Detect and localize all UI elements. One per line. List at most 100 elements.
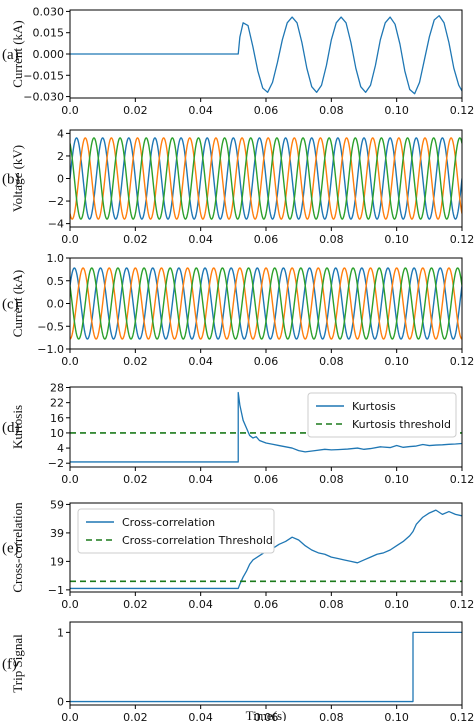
x-tick-label: 0.02: [123, 711, 148, 721]
panel-tag: (d): [2, 420, 20, 436]
y-tick-label: −1.0: [37, 343, 64, 356]
x-tick-label: 0.10: [384, 355, 409, 368]
x-tick-label: 0.06: [254, 598, 279, 611]
y-tick-label: 28: [50, 382, 64, 395]
x-tick-label: 0.10: [384, 233, 409, 246]
y-tick-label: 39: [50, 527, 64, 540]
panel-tag: (f): [2, 657, 17, 673]
plot-area: [70, 509, 462, 590]
y-tick-label: −4: [48, 218, 64, 231]
x-tick-label: 0.0: [61, 355, 79, 368]
x-tick-label: 0.10: [384, 598, 409, 611]
x-tick-label: 0.04: [188, 598, 213, 611]
x-tick-label: 0.06: [254, 104, 279, 117]
panel-5: 0.0 0.02 0.04 0.06 0.08 0.10 0.12 −1 19 39 59 Cross…: [2, 498, 474, 611]
x-tick-label: 0.04: [188, 473, 213, 486]
x-tick-label: 0.08: [319, 104, 344, 117]
phase-line-2: [70, 267, 462, 340]
phase-line-1: [70, 137, 462, 220]
y-tick-label: 0.000: [33, 48, 65, 61]
y-tick-label: 10: [50, 427, 64, 440]
series-line-1: [70, 15, 462, 95]
y-axis-label: Current (kA): [10, 270, 25, 338]
legend-label: Cross-correlation: [122, 516, 215, 529]
y-tick-label: −0.5: [37, 320, 64, 333]
y-tick-label: −2: [48, 195, 64, 208]
x-tick-label: 0.02: [123, 355, 148, 368]
x-tick-label: 0.04: [188, 711, 213, 721]
legend-label: Cross-correlation Threshold: [122, 534, 273, 547]
legend-label: Kurtosis: [352, 400, 396, 413]
x-tick-label: 0.02: [123, 104, 148, 117]
plot-area: [70, 267, 462, 340]
x-tick-label: 0.02: [123, 473, 148, 486]
y-tick-label: 1: [57, 626, 64, 639]
y-tick-label: 0.030: [33, 5, 65, 18]
panel-4: 0.0 0.02 0.04 0.06 0.08 0.10 0.12 −2 4 10 16 22 28 Ku…: [2, 382, 474, 486]
x-tick-label: 0.12: [450, 104, 474, 117]
x-tick-label: 0.06: [254, 233, 279, 246]
panel-6: 0.0 0.02 0.04 0.06 0.08 0.10 0.12 0 1 Trip Signal…: [2, 621, 474, 721]
legend: Kurtosis Kurtosis threshold: [307, 392, 457, 438]
x-tick-label: 0.10: [384, 104, 409, 117]
legend-box: [77, 508, 275, 554]
x-tick-label: 0.0: [61, 711, 79, 721]
legend-box: [307, 392, 457, 438]
x-tick-label: 0.04: [188, 104, 213, 117]
x-tick-label: 0.08: [319, 711, 344, 721]
x-tick-label: 0.06: [254, 355, 279, 368]
y-tick-label: 0.015: [33, 27, 65, 40]
y-tick-label: 1.0: [47, 252, 65, 265]
y-tick-label: −0.015: [23, 69, 64, 82]
x-tick-label: 0.08: [319, 355, 344, 368]
series-line-1: [70, 509, 462, 590]
phase-line-3: [70, 267, 462, 340]
y-axis-label: Current (kA): [10, 20, 25, 88]
x-tick-label: 0.08: [319, 598, 344, 611]
axes-frame: [69, 621, 463, 706]
x-tick-label: 0.02: [123, 233, 148, 246]
x-tick-label: 0.04: [188, 233, 213, 246]
y-tick-label: −1: [48, 584, 64, 597]
series-line-1: [70, 631, 462, 703]
panel-tag: (b): [2, 172, 20, 188]
x-tick-label: 0.0: [61, 473, 79, 486]
y-axis-label: Voltage (kV): [10, 145, 25, 212]
y-tick-label: 2: [57, 150, 64, 163]
panel-tag: (a): [2, 47, 19, 63]
phase-line-2: [70, 137, 462, 220]
x-tick-label: 0.08: [319, 473, 344, 486]
panel-tag: (c): [2, 297, 19, 313]
y-axis-label: Kurtosis: [10, 405, 25, 449]
panel-2: 0.0 0.02 0.04 0.06 0.08 0.10 0.12 −4 −2 0 2 4 Voltag…: [2, 127, 474, 246]
y-tick-label: 16: [50, 412, 64, 425]
x-tick-label: 0.08: [319, 233, 344, 246]
y-tick-label: 22: [50, 397, 64, 410]
plot-area: [70, 631, 462, 703]
x-tick-label: 0.10: [384, 473, 409, 486]
panel-1: 0.0 0.02 0.04 0.06 0.08 0.10 0.12 −0.030 −0.015 0…: [2, 5, 474, 117]
y-axis-label: Trip Signal: [10, 634, 25, 693]
legend: Cross-correlation Cross-correlation Thres…: [77, 508, 275, 554]
x-tick-label: 0.10: [384, 711, 409, 721]
y-tick-label: 4: [57, 127, 64, 140]
plot-area: [70, 137, 462, 220]
plot-area: [70, 391, 462, 463]
y-tick-label: 0: [57, 173, 64, 186]
legend-label: Kurtosis threshold: [352, 418, 451, 431]
y-tick-label: 59: [50, 498, 64, 511]
x-tick-label: 0.12: [450, 711, 474, 721]
y-axis-label: Cross-correlation: [10, 502, 25, 593]
series-line-1: [70, 391, 462, 463]
y-tick-label: 4: [57, 442, 64, 455]
y-tick-label: 0.5: [47, 275, 65, 288]
x-tick-label: 0.12: [450, 598, 474, 611]
x-tick-label: 0.12: [450, 473, 474, 486]
x-tick-label: 0.04: [188, 355, 213, 368]
x-axis-label: Time(s): [246, 708, 287, 721]
phase-line-3: [70, 137, 462, 220]
x-tick-label: 0.0: [61, 233, 79, 246]
x-tick-label: 0.06: [254, 711, 279, 721]
x-tick-label: 0.0: [61, 104, 79, 117]
